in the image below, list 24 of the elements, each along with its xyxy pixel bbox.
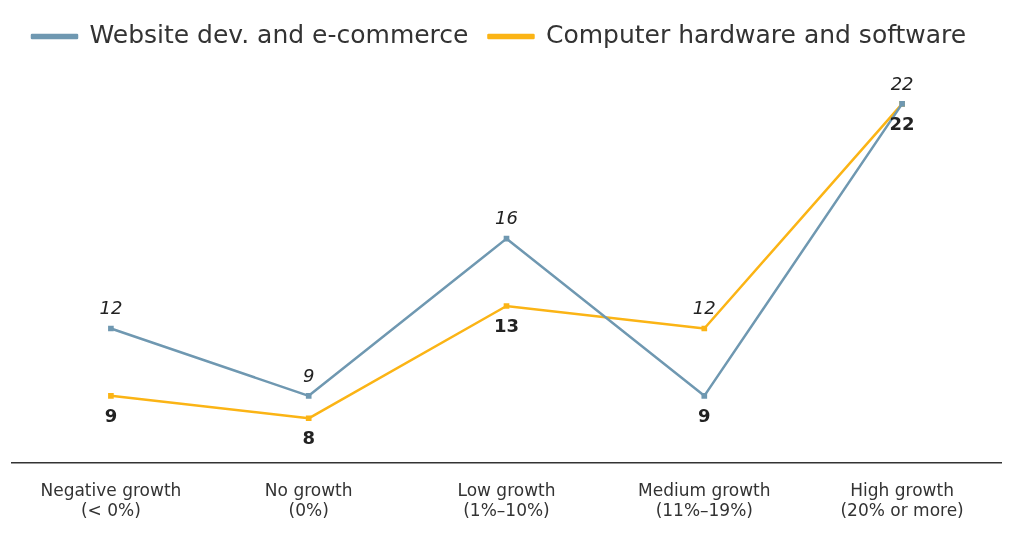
x-tick-label: High growth (20% or more) [840, 479, 964, 521]
data-label: 8 [302, 426, 315, 448]
x-tick-label: Negative growth (< 0%) [40, 479, 182, 521]
data-label: 12 [692, 297, 716, 319]
point [503, 303, 510, 309]
point [305, 393, 312, 399]
x-tick-label: Medium growth (11%–19%) [638, 479, 771, 521]
point [305, 415, 312, 422]
data-label: 22 [889, 112, 915, 134]
legend-label: Computer hardware and software [545, 20, 967, 49]
legend-label: Website dev. and e-commerce [89, 20, 469, 49]
point [701, 325, 708, 332]
point [108, 325, 114, 332]
point [701, 393, 708, 399]
data-label: 22 [890, 72, 914, 94]
data-label: 13 [493, 314, 520, 336]
point [108, 393, 114, 399]
data-label: 9 [698, 404, 711, 426]
data-label: 9 [302, 364, 315, 386]
x-tick-label: No growth (0%) [264, 479, 353, 521]
data-label: 12 [99, 297, 123, 319]
x-tick-label: Low growth (1%–10%) [457, 479, 556, 521]
data-label: 9 [104, 404, 118, 426]
data-label: 16 [495, 207, 518, 229]
